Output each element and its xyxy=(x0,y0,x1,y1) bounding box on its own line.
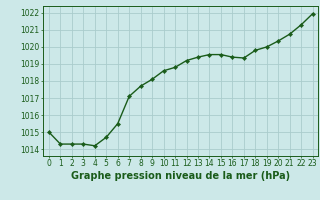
X-axis label: Graphe pression niveau de la mer (hPa): Graphe pression niveau de la mer (hPa) xyxy=(71,171,290,181)
